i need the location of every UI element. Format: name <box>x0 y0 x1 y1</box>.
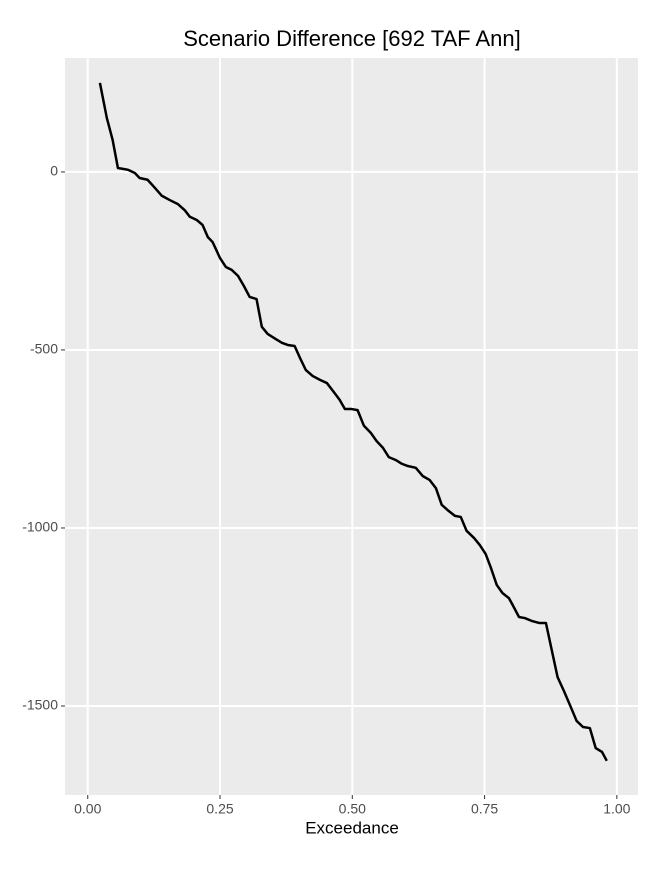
chart-title: Scenario Difference [692 TAF Ann] <box>183 26 521 51</box>
y-tick-label: -500 <box>30 341 58 357</box>
x-tick-label: 1.00 <box>603 801 630 817</box>
x-tick-label: 0.25 <box>206 801 233 817</box>
x-tick-label: 0.75 <box>471 801 498 817</box>
y-tick-label: -1500 <box>22 697 58 713</box>
x-tick-label: 0.50 <box>339 801 366 817</box>
y-tick-label: -1000 <box>22 519 58 535</box>
x-axis-title: Exceedance <box>305 818 399 837</box>
x-tick-label: 0.00 <box>74 801 101 817</box>
data-line <box>98 82 608 762</box>
y-tick-label: 0 <box>50 163 58 179</box>
